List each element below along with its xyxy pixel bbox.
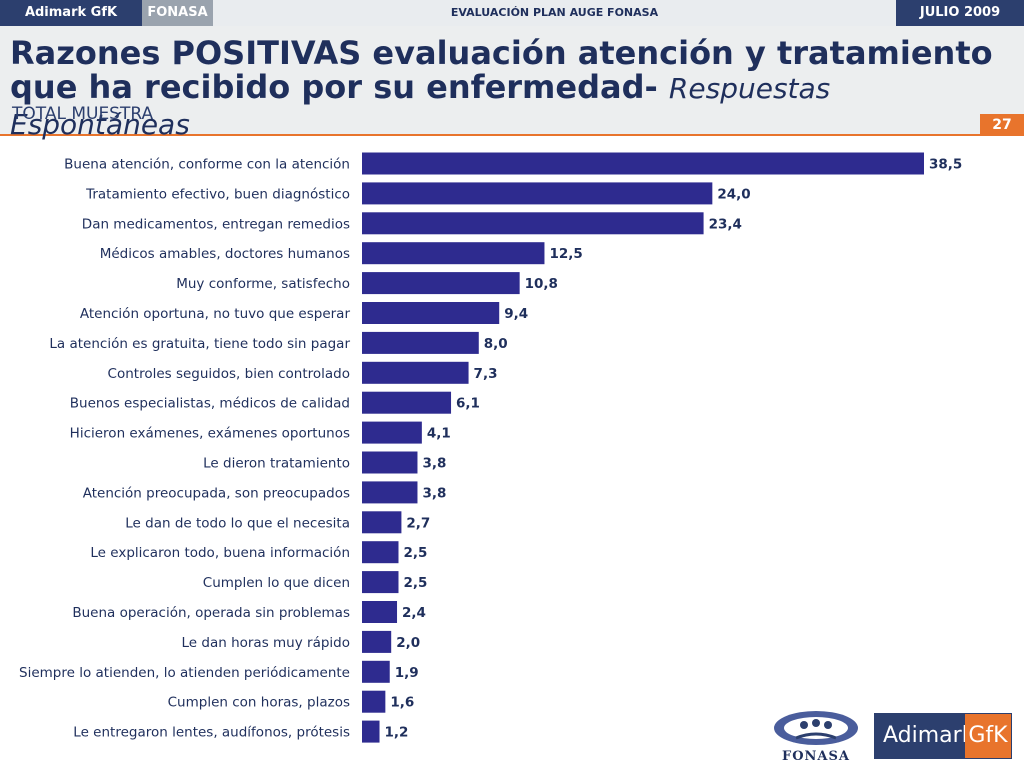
fonasa-emblem-icon [774,711,858,745]
gfk-logo-text: GfK [965,714,1011,758]
bar [362,511,402,534]
study-title: EVALUACIÓN PLAN AUGE FONASA [450,6,659,19]
bar [362,630,392,653]
bar [362,302,500,324]
page-title-italic: Respuestas Espontáneas [10,72,831,141]
value-label: 38,5 [929,157,962,173]
category-label: Le explicaron todo, buena información [90,545,350,561]
value-label: 1,6 [390,695,414,711]
bar [362,541,399,564]
bar [362,690,386,713]
page-title-main: Razones POSITIVAS evaluación atención y … [10,34,993,106]
category-label: Médicos amables, doctores humanos [100,246,350,262]
fonasa-logo-text: FONASA [782,749,850,764]
bar [362,361,469,384]
category-label: Dan medicamentos, entregan remedios [82,216,350,232]
bar [362,660,390,683]
bar [362,331,479,354]
bar [362,451,418,474]
value-label: 3,8 [422,485,446,501]
bar [362,242,545,265]
page-title: Razones POSITIVAS evaluación atención y … [10,36,1010,142]
bar [362,272,520,295]
value-label: 2,0 [396,635,420,651]
category-label: Cumplen lo que dicen [203,575,350,591]
adimark-gfk-logo: Adimark GfK [874,713,1012,759]
category-label: Le dieron tratamiento [203,456,350,472]
category-label: Buena operación, operada sin problemas [72,605,350,621]
page-number: 27 [980,114,1024,136]
value-label: 2,5 [403,575,427,591]
bar [362,182,713,205]
top-bar: Adimark GfK FONASA EVALUACIÓN PLAN AUGE … [0,0,1024,26]
category-label: Buenos especialistas, médicos de calidad [70,396,350,412]
value-label: 1,2 [385,725,409,741]
category-label: La atención es gratuita, tiene todo sin … [49,336,350,352]
value-label: 24,0 [717,186,750,202]
category-label: Atención preocupada, son preocupados [83,485,350,501]
category-label: Controles seguidos, bien controlado [108,366,350,382]
category-label: Atención oportuna, no tuvo que esperar [80,306,351,322]
bar [362,152,924,175]
value-label: 8,0 [484,336,508,352]
adimark-logo-text: Adimark [883,723,975,748]
value-label: 2,5 [403,545,427,561]
category-label: Buena atención, conforme con la atención [64,157,350,173]
value-label: 23,4 [709,216,742,232]
bar-chart: Buena atención, conforme con la atención… [19,152,962,743]
value-label: 1,9 [395,665,419,681]
value-label: 2,4 [402,605,426,621]
value-label: 3,8 [422,456,446,472]
bar [362,391,452,414]
bar [362,481,418,504]
bar [362,571,399,594]
client-label: FONASA [142,0,213,26]
category-label: Muy conforme, satisfecho [176,276,350,292]
category-label: Le entregaron lentes, audífonos, prótesi… [73,725,350,741]
bar [362,720,380,743]
value-label: 12,5 [549,246,582,262]
bar [362,421,422,444]
category-label: Le dan de todo lo que el necesita [125,515,350,531]
category-label: Le dan horas muy rápido [182,635,351,651]
category-label: Siempre lo atienden, lo atienden periódi… [19,665,350,681]
fonasa-logo: FONASA [768,708,864,764]
value-label: 10,8 [525,276,558,292]
value-label: 4,1 [427,426,451,442]
title-block: Razones POSITIVAS evaluación atención y … [0,26,1024,141]
value-label: 2,7 [406,515,430,531]
bar [362,601,398,623]
value-label: 7,3 [474,366,498,382]
category-label: Cumplen con horas, plazos [168,695,350,711]
bar [362,212,704,235]
category-label: Tratamiento efectivo, buen diagnóstico [85,186,350,202]
page-subtitle: TOTAL MUESTRA [12,104,154,124]
date-label: JULIO 2009 [896,0,1024,26]
brand-label: Adimark GfK [0,0,142,26]
category-label: Hicieron exámenes, exámenes oportunos [70,426,350,442]
value-label: 9,4 [504,306,528,322]
value-label: 6,1 [456,396,480,412]
